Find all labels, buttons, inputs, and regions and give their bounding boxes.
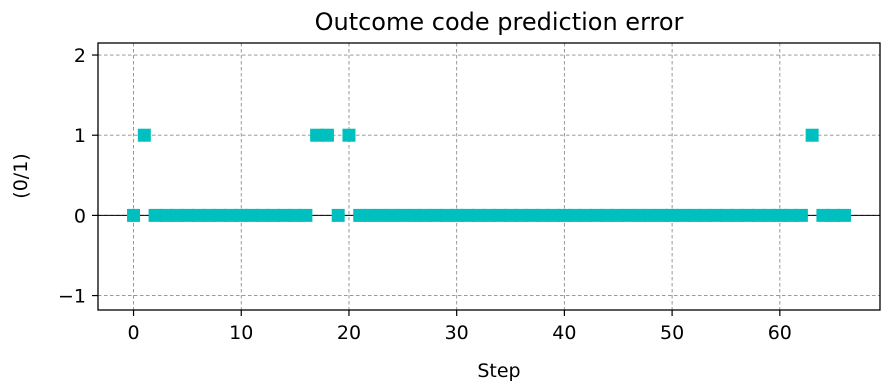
x-tick-label: 20 xyxy=(337,322,361,344)
data-point xyxy=(288,208,302,222)
data-point xyxy=(568,208,582,222)
data-point xyxy=(299,208,313,222)
data-point xyxy=(385,208,399,222)
data-point xyxy=(514,208,528,222)
data-point xyxy=(579,208,593,222)
data-point xyxy=(536,208,550,222)
data-point xyxy=(180,208,194,222)
data-point xyxy=(277,208,291,222)
data-point xyxy=(460,208,474,222)
x-tick-label: 40 xyxy=(552,322,576,344)
y-tick-label: 1 xyxy=(74,125,86,147)
data-point xyxy=(525,208,539,222)
data-point xyxy=(320,128,334,142)
data-point xyxy=(633,208,647,222)
data-point xyxy=(234,208,248,222)
data-point xyxy=(191,208,205,222)
data-point xyxy=(127,208,141,222)
data-point xyxy=(223,208,237,222)
data-point xyxy=(450,208,464,222)
data-point xyxy=(137,128,151,142)
data-point xyxy=(364,208,378,222)
data-point xyxy=(773,208,787,222)
data-point xyxy=(256,208,270,222)
data-point xyxy=(654,208,668,222)
data-point xyxy=(590,208,604,222)
data-point xyxy=(557,208,571,222)
data-point xyxy=(482,208,496,222)
data-point xyxy=(719,208,733,222)
data-point xyxy=(439,208,453,222)
data-point xyxy=(428,208,442,222)
data-point xyxy=(794,208,808,222)
data-point xyxy=(342,128,356,142)
data-point xyxy=(730,208,744,222)
data-point xyxy=(827,208,841,222)
data-point xyxy=(245,208,259,222)
data-point xyxy=(417,208,431,222)
x-tick-label: 10 xyxy=(229,322,253,344)
data-point xyxy=(159,208,173,222)
grid xyxy=(98,43,880,310)
data-point xyxy=(213,208,227,222)
chart-title: Outcome code prediction error xyxy=(315,8,684,36)
data-point xyxy=(644,208,658,222)
x-tick-label: 0 xyxy=(127,322,139,344)
data-point xyxy=(493,208,507,222)
data-point xyxy=(267,208,281,222)
y-tick-label: 2 xyxy=(74,45,86,67)
data-point xyxy=(741,208,755,222)
x-axis-label: Step xyxy=(477,360,520,382)
data-point xyxy=(353,208,367,222)
data-point xyxy=(396,208,410,222)
data-point xyxy=(611,208,625,222)
data-point xyxy=(784,208,798,222)
data-point xyxy=(676,208,690,222)
data-point xyxy=(148,208,162,222)
plot-frame xyxy=(97,42,881,311)
data-point xyxy=(407,208,421,222)
data-point xyxy=(202,208,216,222)
data-point xyxy=(504,208,518,222)
axis-ticks: 0 10 20 30 40 50 60 −1 0 1 2 xyxy=(58,45,792,344)
y-axis-label: (0/1) xyxy=(10,153,32,198)
data-point xyxy=(471,208,485,222)
data-point xyxy=(665,208,679,222)
y-tick-label: 0 xyxy=(74,205,86,227)
data-point xyxy=(708,208,722,222)
data-point xyxy=(547,208,561,222)
data-point xyxy=(837,208,851,222)
y-tick-label: −1 xyxy=(58,286,86,308)
data-point xyxy=(374,208,388,222)
data-point xyxy=(816,208,830,222)
data-point xyxy=(751,208,765,222)
x-tick-label: 60 xyxy=(768,322,792,344)
data-point xyxy=(331,208,345,222)
data-point xyxy=(687,208,701,222)
data-points xyxy=(127,128,851,222)
data-point xyxy=(600,208,614,222)
data-point xyxy=(310,128,324,142)
data-point xyxy=(170,208,184,222)
data-point xyxy=(622,208,636,222)
data-point xyxy=(805,128,819,142)
x-tick-label: 50 xyxy=(660,322,684,344)
data-point xyxy=(697,208,711,222)
data-point xyxy=(762,208,776,222)
x-tick-label: 30 xyxy=(445,322,469,344)
